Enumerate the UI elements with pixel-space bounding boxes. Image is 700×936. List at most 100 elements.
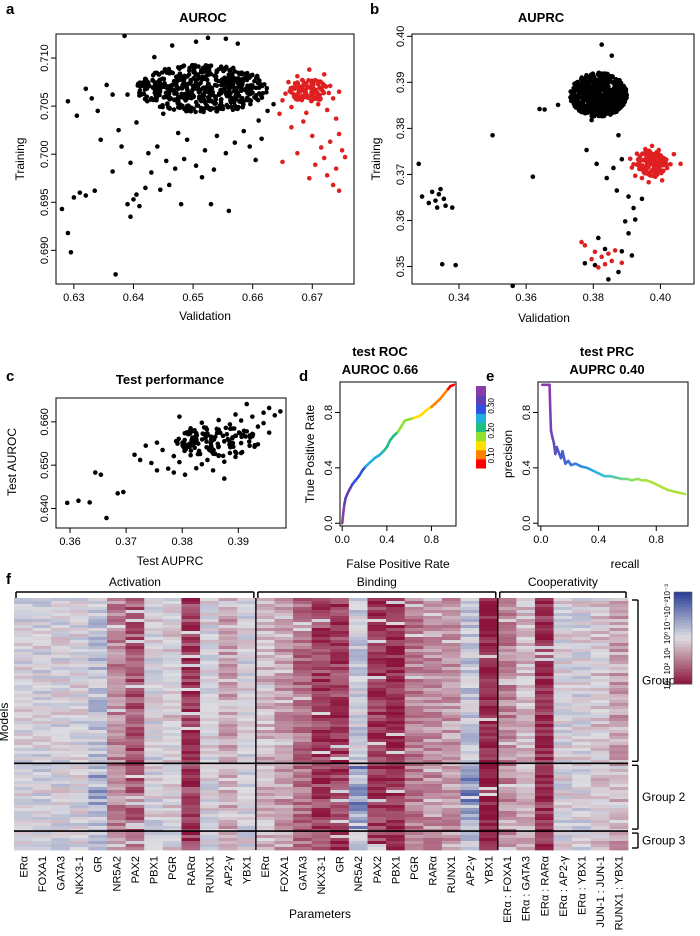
panel-f-cell [441,790,461,794]
panel-f-cell [404,613,424,617]
panel-f-cell [572,631,592,635]
panel-f-cell [69,808,89,812]
panel-f-cell [218,739,238,743]
panel-b-point-selected [661,156,667,161]
panel-f-cell [460,817,480,821]
panel-f-cell [441,682,461,686]
panel-b-point-models [616,269,621,275]
panel-f-cell [609,622,629,626]
panel-f-cell [88,721,108,725]
panel-f-cell [572,691,592,695]
panel-f-cell [88,820,108,824]
panel-a-point-models [205,35,211,41]
panel-f-cell [572,820,592,824]
panel-f-cell [441,742,461,746]
panel-f-cell [441,694,461,698]
panel-f-cell [590,652,610,656]
panel-f-cell [162,604,182,608]
panel-f-cell [553,841,573,845]
panel-f-cell [69,706,89,710]
panel-f-cell [534,658,554,662]
panel-f-cell [311,682,331,686]
panel-f-cell [51,820,71,824]
panel-f-cell [162,844,182,848]
panel-f-colorbar-swatch [674,631,692,636]
panel-f-column-label: GATA3 [297,856,309,890]
panel-f-cell [348,757,368,761]
panel-f-cell [274,718,294,722]
panel-f-cell [348,781,368,785]
panel-f-cell [404,745,424,749]
panel-a-point-models [228,99,234,105]
panel-f-cell [32,763,52,767]
panel-f-cell [88,769,108,773]
panel-f-cell [255,649,275,653]
panel-f-cell [162,610,182,614]
panel-f-cell [51,712,71,716]
panel-f-cell [88,652,108,656]
panel-f-cell [479,622,499,626]
panel-f-cell [609,706,629,710]
panel-f-cell [144,652,164,656]
panel-f-cell [553,685,573,689]
panel-f-cell [348,604,368,608]
panel-f-cell [200,655,220,659]
panel-f-cell [88,805,108,809]
panel-f-cell [88,727,108,731]
panel-f-cell [386,724,406,728]
panel-b-point-models [619,156,625,162]
panel-b-point-selected [668,161,673,167]
panel-b-point-selected [639,175,645,181]
panel-f-cell [69,703,89,707]
panel-b-point-models [537,106,542,112]
panel-f-cell [311,685,331,689]
panel-a-point-models [166,87,171,93]
panel-f-cell [423,754,443,758]
panel-b-point-models [575,82,581,88]
panel-f-cell [553,727,573,731]
panel-a-point-models [128,160,133,166]
panel-f-cell [423,613,443,617]
panel-f-cell [218,679,238,683]
panel-f-cell [348,814,368,818]
panel-f-cell [609,670,629,674]
panel-f-cell [311,748,331,752]
panel-f-cell [404,706,424,710]
panel-a-point-models [163,68,169,73]
panel-c-xtick-label: 0.38 [172,536,193,548]
panel-f-cell [479,661,499,665]
panel-f-cell [107,820,127,824]
panel-f-cell [69,721,89,725]
panel-f-cell [311,847,331,851]
panel-f-cell [311,811,331,815]
panel-f-cell [553,643,573,647]
panel-f-cell [479,805,499,809]
panel-f-cell [88,826,108,830]
panel-f-cell [218,727,238,731]
panel-f-cell [386,736,406,740]
panel-f-cell [441,649,461,653]
panel-f-cell [14,805,34,809]
panel-f-cell [237,661,257,665]
panel-f-cell [590,697,610,701]
panel-f-cell [218,766,238,770]
panel-f-cell [553,718,573,722]
panel-f-cell [516,652,536,656]
panel-f-colorbar-swatch [674,680,692,685]
panel-c-point-models [227,422,233,427]
panel-f-cell [144,643,164,647]
panel-f-cell [144,655,164,659]
panel-f-cell [237,793,257,797]
panel-f-cell [497,823,517,827]
panel-f-cell [32,703,52,707]
panel-f-cell [51,634,71,638]
panel-b-point-models [555,102,561,108]
panel-f-cell [255,784,275,788]
panel-f-cell [460,742,480,746]
panel-a-point-selected [295,74,300,79]
panel-a-point-selected [309,93,315,98]
panel-f-cell [162,775,182,779]
panel-f-cell [497,700,517,704]
panel-f-cell [609,715,629,719]
panel-a-point-models [119,144,124,149]
